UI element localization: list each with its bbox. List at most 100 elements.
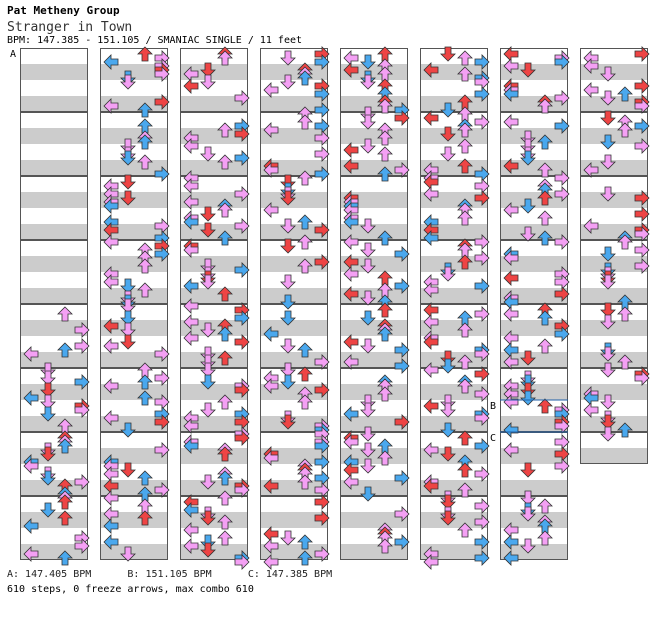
up-arrow-icon [217,154,233,170]
right-arrow-icon [554,286,570,302]
measure-box [20,304,88,368]
right-arrow-icon [474,386,490,402]
left-arrow-icon [183,418,199,434]
up-arrow-icon [377,98,393,114]
right-arrow-icon [474,114,490,130]
beat-band [580,128,648,144]
down-arrow-icon [120,174,136,190]
right-arrow-icon [394,534,410,550]
down-arrow-icon [200,146,216,162]
right-arrow-icon [314,382,330,398]
beat-band [580,96,648,112]
down-arrow-icon [360,218,376,234]
down-arrow-icon [520,138,536,154]
down-arrow-icon [280,310,296,326]
right-arrow-icon [314,146,330,162]
left-arrow-icon [263,538,279,554]
left-arrow-icon [263,326,279,342]
left-arrow-icon [183,502,199,518]
left-arrow-icon [583,82,599,98]
right-arrow-icon [474,54,490,70]
left-arrow-icon [343,158,359,174]
left-arrow-icon [423,334,439,350]
beat-band [420,128,488,144]
down-arrow-icon [280,50,296,66]
right-arrow-icon [474,410,490,426]
right-arrow-icon [314,510,330,526]
down-arrow-icon [280,338,296,354]
up-arrow-icon [217,326,233,342]
up-arrow-icon [57,494,73,510]
left-arrow-icon [343,354,359,370]
down-arrow-icon [440,126,456,142]
measure-box [100,304,168,368]
up-arrow-icon [537,398,553,414]
beat-band [500,480,568,496]
up-arrow-icon [137,390,153,406]
right-arrow-icon [474,306,490,322]
down-arrow-icon [200,374,216,390]
up-arrow-icon [137,470,153,486]
down-arrow-icon [360,338,376,354]
right-arrow-icon [554,170,570,186]
right-arrow-icon [474,438,490,454]
down-arrow-icon [600,90,616,106]
measure-box [100,176,168,240]
beat-band [20,192,88,208]
left-arrow-icon [263,202,279,218]
left-arrow-icon [183,194,199,210]
down-arrow-icon [440,402,456,418]
measure-box [500,112,568,176]
down-arrow-icon [200,362,216,378]
up-arrow-icon [457,158,473,174]
down-arrow-icon [280,274,296,290]
right-arrow-icon [314,494,330,510]
up-arrow-icon [137,154,153,170]
down-arrow-icon [40,470,56,486]
left-arrow-icon [263,122,279,138]
up-arrow-icon [537,162,553,178]
right-arrow-icon [554,326,570,342]
right-arrow-icon [474,190,490,206]
beat-band [580,352,648,368]
down-arrow-icon [440,446,456,462]
right-arrow-icon [634,258,650,274]
down-arrow-icon [280,530,296,546]
left-arrow-icon [583,58,599,74]
down-arrow-icon [120,138,136,154]
step-stats: 610 steps, 0 freeze arrows, max combo 61… [7,584,254,595]
down-arrow-icon [280,174,296,190]
up-arrow-icon [137,510,153,526]
down-arrow-icon [440,350,456,366]
beat-band [100,160,168,176]
down-arrow-icon [360,426,376,442]
down-arrow-icon [120,422,136,438]
right-arrow-icon [234,262,250,278]
up-arrow-icon [297,366,313,382]
right-arrow-icon [634,226,650,242]
up-arrow-icon [297,394,313,410]
song-title: Stranger in Town [7,20,133,35]
beat-band [260,192,328,208]
right-arrow-icon [474,346,490,362]
beat-band [500,224,568,240]
left-arrow-icon [103,490,119,506]
left-arrow-icon [423,478,439,494]
down-arrow-icon [280,374,296,390]
beat-band [20,128,88,144]
down-arrow-icon [360,114,376,130]
down-arrow-icon [600,362,616,378]
left-arrow-icon [423,62,439,78]
right-arrow-icon [554,234,570,250]
up-arrow-icon [217,530,233,546]
beat-band [500,128,568,144]
right-arrow-icon [394,414,410,430]
measure-box [500,176,568,240]
right-arrow-icon [314,354,330,370]
measure-box [100,112,168,176]
beat-band [580,448,648,464]
left-arrow-icon [183,242,199,258]
down-arrow-icon [120,322,136,338]
up-arrow-icon [617,422,633,438]
measure-box [180,432,248,496]
